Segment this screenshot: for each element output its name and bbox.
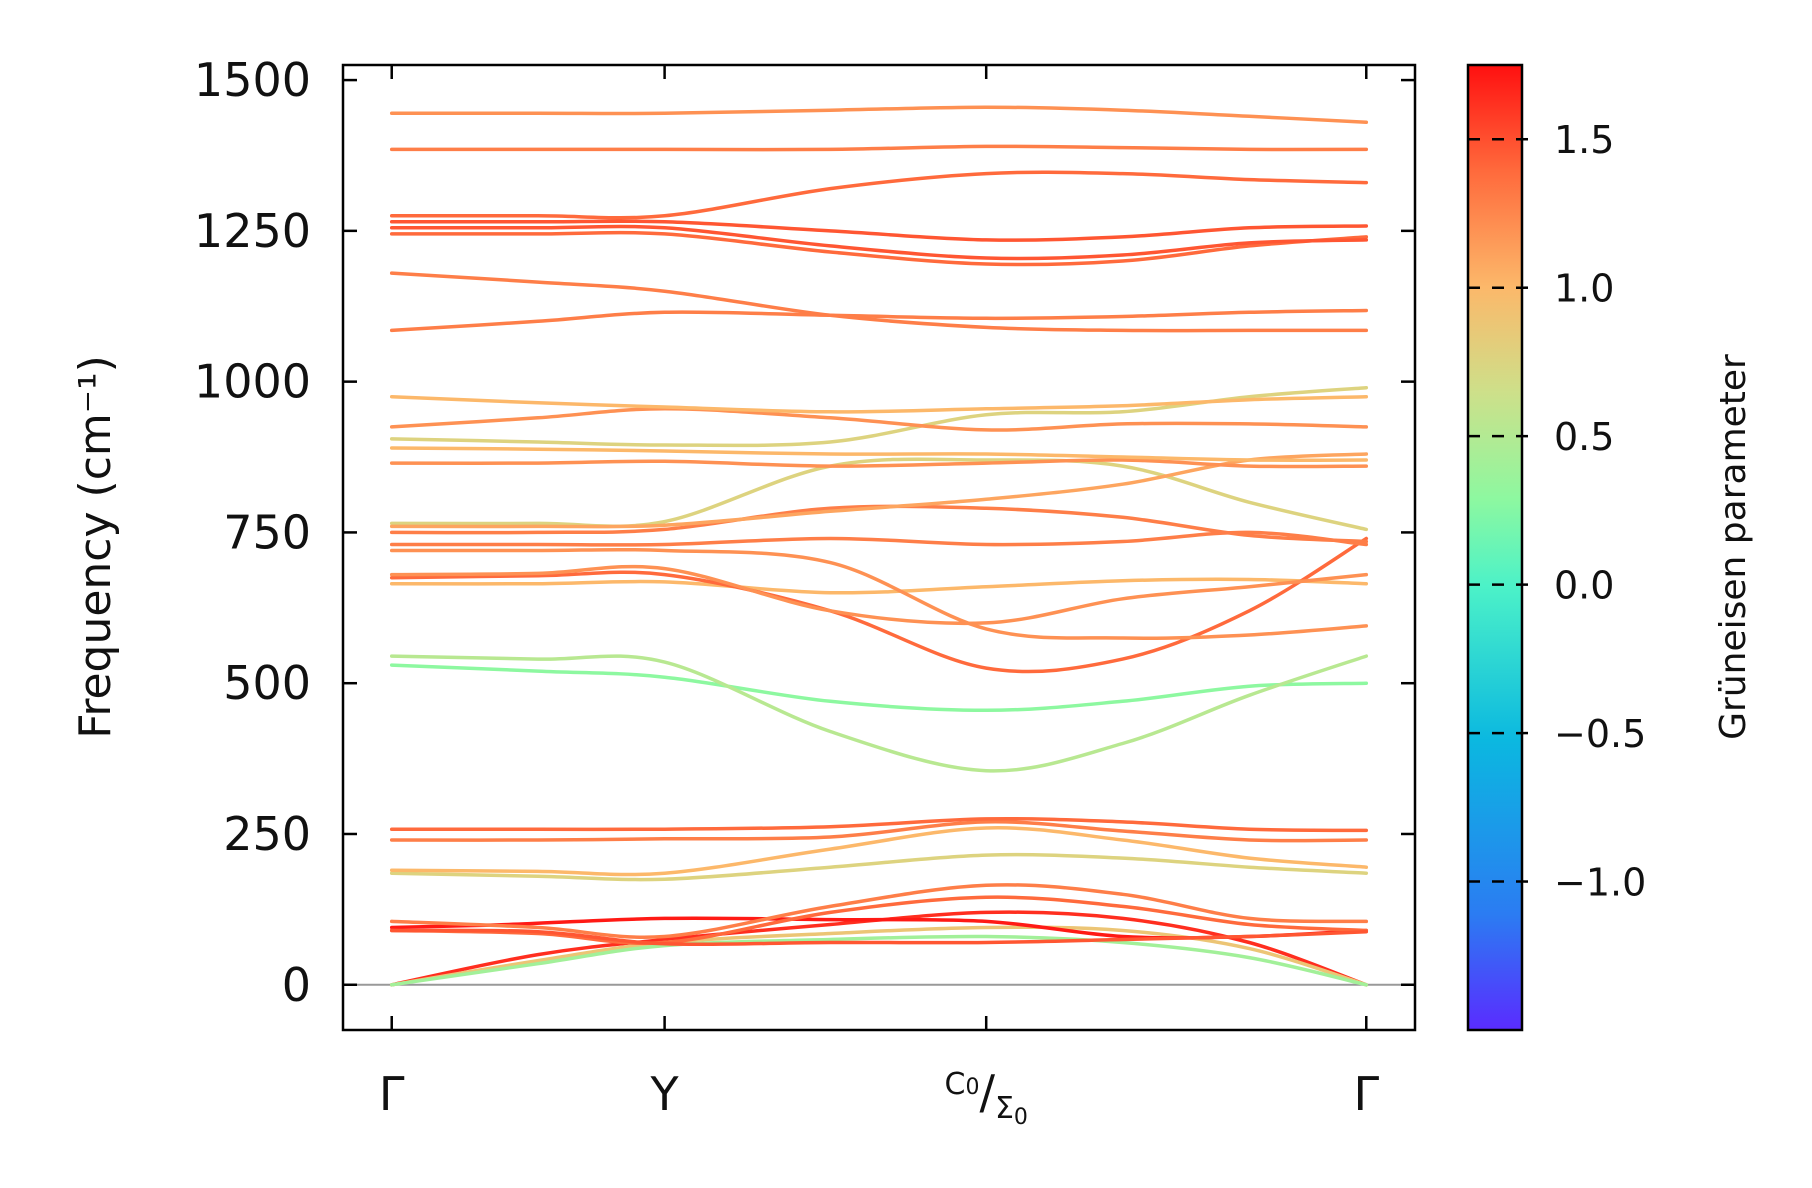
- band-line-31: [389, 219, 1369, 242]
- band-line-32: [389, 170, 1369, 220]
- band-line-27: [389, 308, 1369, 333]
- band-line-15: [389, 536, 1369, 674]
- band-line-20: [389, 457, 1369, 532]
- band-line-13: [389, 654, 1369, 773]
- colorbar-tick-label: −0.5: [1554, 712, 1646, 756]
- band-line-23: [389, 446, 1369, 462]
- colorbar-tick-label: 0.0: [1554, 564, 1614, 608]
- x-tick-label: C0/Σ0: [944, 1065, 1027, 1130]
- band-line-12: [389, 663, 1369, 713]
- band-line-2: [389, 925, 1369, 987]
- y-tick-label: 1500: [194, 53, 311, 107]
- band-line-30: [389, 224, 1369, 261]
- y-axis-title: Frequency (cm⁻¹): [70, 355, 121, 739]
- band-line-8: [389, 852, 1369, 882]
- band-line-28: [389, 271, 1369, 333]
- band-line-29: [389, 230, 1369, 267]
- band-line-9: [389, 826, 1369, 877]
- colorbar-title: Grüneisen parameter: [1713, 354, 1754, 740]
- band-line-17: [389, 547, 1369, 641]
- y-tick-label: 1000: [194, 355, 311, 409]
- colorbar-tick-label: 1.0: [1554, 267, 1614, 311]
- band-line-7: [389, 928, 1369, 947]
- band-line-34: [389, 105, 1369, 125]
- band-line-5: [389, 883, 1369, 939]
- colorbar-tick-label: −1.0: [1554, 861, 1646, 905]
- x-tick-label: Y: [650, 1067, 680, 1121]
- colorbar: 1.5 1.0 0.5 0.0 −0.5 −1.0: [1466, 63, 1646, 1032]
- colorbar-gradient: [1466, 63, 1524, 1032]
- band-line-16: [389, 564, 1369, 626]
- colorbar-tick-label: 0.5: [1554, 415, 1614, 459]
- band-line-6: [389, 895, 1369, 945]
- y-tick-label: 250: [223, 807, 311, 861]
- plot-frame: [341, 63, 1417, 1032]
- band-line-26: [389, 394, 1369, 414]
- y-tick-label: 1250: [194, 204, 311, 258]
- x-tick-label: Γ: [379, 1067, 405, 1121]
- band-line-25: [389, 407, 1369, 432]
- plot-border: [341, 63, 1417, 1032]
- band-line-10: [389, 820, 1369, 843]
- band-line-3: [389, 934, 1369, 987]
- band-line-14: [389, 577, 1369, 595]
- y-tick-label: 750: [223, 505, 311, 559]
- phonon-bands: [389, 105, 1369, 987]
- y-axis: 0 250 500 750 1000 1250 1500: [194, 53, 1415, 1012]
- band-line-22: [389, 458, 1369, 469]
- x-axis: Γ Y C0/Σ0 Γ: [379, 65, 1379, 1130]
- x-tick-label: Γ: [1353, 1067, 1379, 1121]
- colorbar-tick-label: 1.5: [1554, 118, 1614, 162]
- band-line-11: [389, 816, 1369, 833]
- band-line-33: [389, 144, 1369, 152]
- y-tick-label: 500: [223, 656, 311, 710]
- band-line-18: [389, 530, 1369, 547]
- y-tick-label: 0: [282, 958, 311, 1012]
